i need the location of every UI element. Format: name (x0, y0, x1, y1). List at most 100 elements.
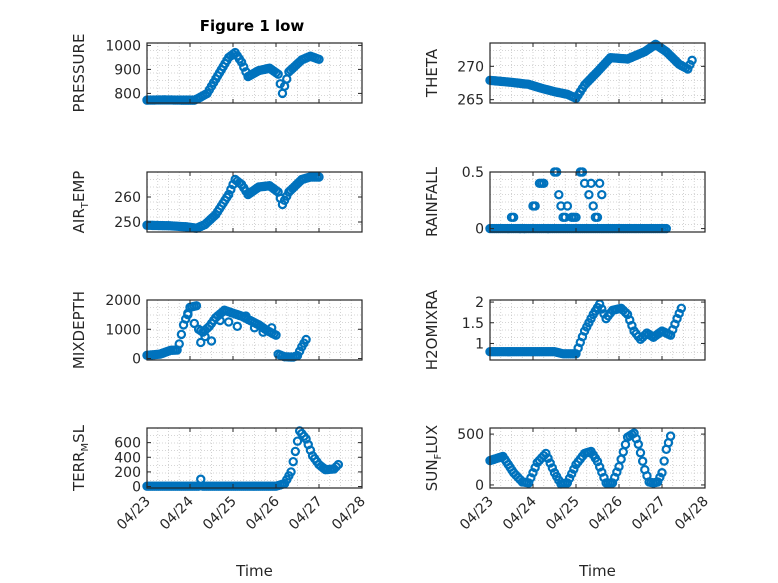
data-point (567, 469, 577, 479)
x-tick-label: 04/26 (586, 493, 626, 533)
subplot-8: 0 500 04/23 04/24 04/25 04/26 04/27 04/28 Time SU… (423, 425, 712, 580)
data-point (584, 189, 594, 200)
axes-box (146, 171, 363, 233)
y-tick-label: 1.5 (462, 316, 484, 332)
x-tick-label: 04/24 (157, 493, 197, 533)
data-point (176, 329, 187, 340)
data-point (174, 339, 184, 349)
data-point (223, 317, 234, 327)
figure-title: Figure 1 low (200, 17, 305, 35)
subplot-4: 0 0.5 RAINFALL (423, 165, 706, 238)
data-point (241, 311, 251, 321)
data-point (288, 456, 298, 467)
data-point (333, 459, 344, 470)
data-point (196, 337, 206, 348)
subplot-3: 250 260 AIRTEMP (70, 171, 363, 234)
data-point (547, 463, 558, 473)
data-point (528, 468, 538, 478)
x-tick-label: 04/24 (500, 493, 540, 533)
data-point (653, 477, 663, 487)
axes-box (146, 427, 363, 489)
data-point (676, 303, 687, 313)
data-point (223, 189, 234, 200)
y-tick-label: 2000 (105, 293, 141, 309)
data-point (239, 62, 249, 72)
axes-box (146, 42, 363, 104)
axes-box (489, 299, 706, 361)
y-axis-label: PRESSURE (70, 34, 88, 113)
data-point (687, 55, 697, 66)
y-axis-label: MIXDEPTH (70, 291, 88, 369)
data-point (657, 468, 667, 478)
y-tick-label: 1 (475, 336, 484, 352)
data-point (191, 301, 202, 311)
y-tick-label: 900 (114, 62, 141, 78)
data-point (659, 456, 669, 466)
data-series (142, 301, 311, 362)
axes-box (489, 42, 706, 104)
data-point (562, 201, 573, 211)
y-tick-label: 1000 (105, 38, 141, 54)
y-axis-label: TERRMSL (70, 424, 91, 492)
x-tick-label: 04/23 (114, 494, 154, 534)
y-tick-label: 1000 (105, 322, 141, 338)
x-axis-label: Time (578, 562, 616, 580)
data-point (541, 448, 551, 459)
data-point (571, 212, 581, 222)
data-series (142, 172, 324, 233)
data-point (562, 478, 573, 488)
data-point (286, 467, 296, 477)
data-point (637, 456, 648, 466)
data-point (530, 201, 540, 211)
axes-box (489, 427, 706, 489)
data-point (665, 431, 676, 441)
y-tick-label: 265 (457, 93, 484, 109)
data-point (206, 336, 217, 346)
data-point (314, 54, 324, 65)
data-point (635, 448, 646, 458)
data-point (249, 323, 260, 333)
y-tick-label: 2 (475, 295, 484, 311)
y-tick-label: 400 (114, 450, 141, 466)
y-axis-label: RAINFALL (423, 166, 441, 237)
data-point (526, 473, 536, 483)
y-tick-label: 0 (475, 222, 484, 238)
axes-box (146, 299, 363, 361)
data-point (271, 330, 281, 340)
data-point (569, 464, 579, 474)
x-tick-label: 04/28 (672, 494, 712, 534)
y-tick-label: 0 (132, 480, 141, 496)
x-tick-label: 04/27 (629, 494, 669, 534)
data-point (597, 189, 607, 200)
y-tick-label: 500 (457, 427, 484, 443)
y-tick-label: 600 (114, 436, 141, 452)
x-tick-label: 04/27 (286, 494, 326, 534)
subplot-6: 1 1.5 2 H2OMIXRA (423, 289, 706, 370)
x-tick-label: 04/28 (329, 494, 369, 534)
data-point (183, 309, 193, 320)
data-point (554, 189, 564, 200)
data-point (273, 69, 283, 79)
data-point (301, 334, 311, 345)
y-axis-label: THETA (423, 48, 441, 98)
y-axis-label: AIRTEMP (70, 171, 91, 234)
data-point (524, 478, 534, 488)
axes-box (489, 171, 706, 233)
data-point (543, 453, 553, 463)
data-point (236, 57, 247, 67)
x-tick-label: 04/25 (200, 494, 240, 534)
y-tick-label: 0 (475, 478, 484, 494)
x-tick-label: 04/25 (543, 494, 583, 534)
grid (146, 428, 363, 488)
data-point (633, 439, 644, 449)
y-tick-label: 0.5 (462, 165, 484, 181)
y-tick-label: 0 (132, 352, 141, 368)
x-tick-label: 04/26 (243, 493, 283, 533)
y-axis-label: SUNFLUX (423, 425, 444, 491)
data-point (530, 462, 540, 473)
data-point (508, 212, 519, 222)
x-axis-label: Time (235, 562, 273, 580)
data-point (586, 178, 596, 189)
data-point (189, 318, 199, 329)
